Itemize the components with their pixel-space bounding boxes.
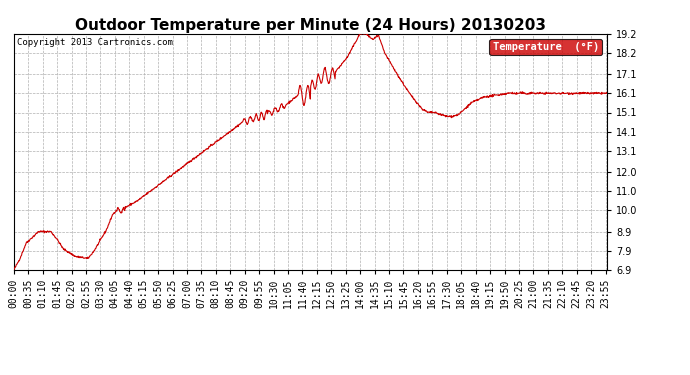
Legend: Temperature  (°F): Temperature (°F)	[489, 39, 602, 55]
Title: Outdoor Temperature per Minute (24 Hours) 20130203: Outdoor Temperature per Minute (24 Hours…	[75, 18, 546, 33]
Text: Copyright 2013 Cartronics.com: Copyright 2013 Cartronics.com	[17, 39, 172, 48]
